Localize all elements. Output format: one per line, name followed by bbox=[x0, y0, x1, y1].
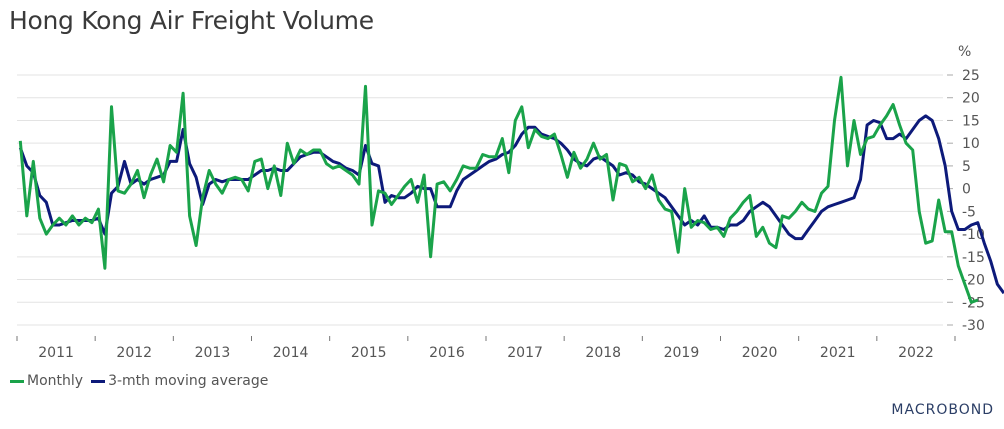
x-tick-label: 2017 bbox=[507, 345, 543, 361]
series-lines bbox=[18, 75, 1004, 304]
y-tick-label: 25 bbox=[962, 68, 980, 84]
x-tick-label: 2015 bbox=[351, 345, 387, 361]
x-tick-label: 2018 bbox=[585, 345, 621, 361]
y-tick-label: 20 bbox=[962, 91, 980, 107]
legend: Monthly 3-mth moving average bbox=[10, 373, 272, 389]
chart-title: Hong Kong Air Freight Volume bbox=[9, 6, 374, 35]
legend-swatch-monthly bbox=[10, 379, 24, 383]
y-tick-label: 15 bbox=[962, 113, 980, 129]
legend-item-monthly: Monthly bbox=[10, 373, 83, 389]
series-line-monthly bbox=[18, 75, 979, 304]
legend-item-moving-average: 3-mth moving average bbox=[91, 373, 268, 389]
y-tick-label: 0 bbox=[962, 182, 971, 198]
y-axis-unit: % bbox=[958, 44, 971, 60]
y-tick-label: -5 bbox=[962, 204, 976, 220]
x-tick-label: 2014 bbox=[273, 345, 309, 361]
gridlines bbox=[17, 74, 943, 326]
y-tick-label: -20 bbox=[962, 273, 985, 289]
x-tick-label: 2019 bbox=[664, 345, 700, 361]
x-axis: 2011 2012 2013 2014 2015 2016 2017 2018 2019 2020… bbox=[16, 336, 956, 361]
legend-swatch-moving-average bbox=[91, 379, 106, 383]
legend-label-monthly: Monthly bbox=[27, 373, 84, 389]
y-tick-label: 5 bbox=[962, 159, 971, 175]
x-tick-label: 2021 bbox=[820, 345, 856, 361]
x-tick-label: 2020 bbox=[742, 345, 778, 361]
x-tick-label: 2011 bbox=[38, 345, 74, 361]
legend-label-moving-average: 3-mth moving average bbox=[108, 373, 269, 389]
x-tick-label: 2013 bbox=[195, 345, 231, 361]
y-tick-label: -25 bbox=[962, 295, 985, 311]
y-tick-label: -30 bbox=[962, 318, 985, 334]
x-tick-label: 2022 bbox=[898, 345, 934, 361]
y-tick-label: 10 bbox=[962, 136, 980, 152]
x-tick-label: 2016 bbox=[429, 345, 465, 361]
y-tick-label: -15 bbox=[962, 250, 985, 266]
x-tick-label: 2012 bbox=[116, 345, 152, 361]
macrobond-logo: MACROBOND bbox=[891, 402, 994, 418]
